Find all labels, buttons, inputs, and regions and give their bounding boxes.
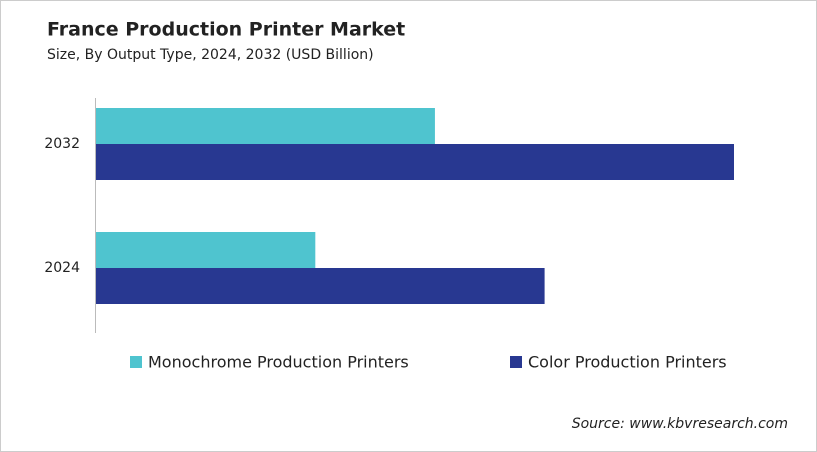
source: Source: www.kbvresearch.com [572,416,788,432]
chart-subtitle: Size, By Output Type, 2024, 2032 (USD Bi… [47,47,374,63]
y-tick-label: 2032 [44,136,80,152]
legend-swatch [130,356,142,368]
chart-title: France Production Printer Market [47,19,405,41]
legend-label: Monochrome Production Printers [148,353,409,372]
bar [96,268,545,304]
bar [96,232,316,268]
bar [96,108,435,144]
legend-swatch [510,356,522,368]
y-tick-label: 2024 [44,260,80,276]
legend-label: Color Production Printers [528,353,727,372]
bar [96,144,734,180]
